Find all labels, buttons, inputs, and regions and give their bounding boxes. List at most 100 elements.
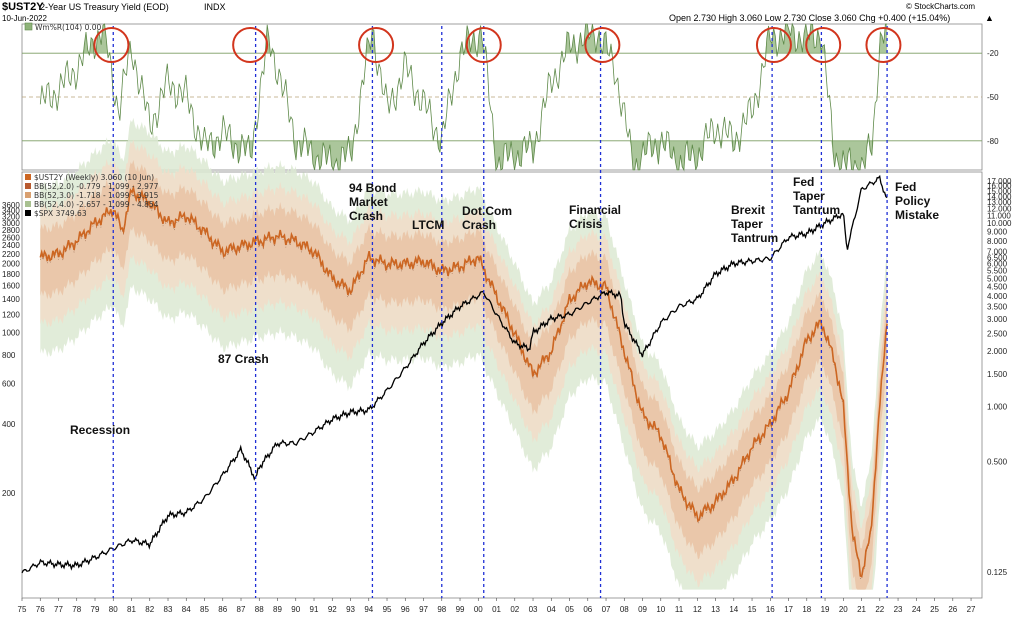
x-tick-label: 11 (675, 605, 684, 614)
x-tick-label: 87 (237, 605, 246, 614)
x-tick-label: 25 (930, 605, 939, 614)
highlight-circle (358, 27, 395, 63)
left-axis-tick: 2800 (2, 226, 20, 235)
wm-r-line (39, 22, 888, 172)
event-annotation: Fed (895, 180, 916, 194)
event-annotation: Tantrum (731, 231, 778, 245)
left-axis-tick: 2200 (2, 250, 20, 259)
right-axis-tick: 0.500 (987, 458, 1008, 467)
right-axis-tick: 17.000 (987, 177, 1012, 186)
legend-label: BB(52,4.0) -2.657 - 1.099 - 4.854 (34, 200, 159, 209)
right-axis-tick: 4.000 (987, 292, 1008, 301)
x-tick-label: 83 (164, 605, 173, 614)
highlight-circles (93, 27, 902, 63)
price-series (21, 174, 888, 578)
right-axis-tick: 9.000 (987, 227, 1008, 236)
right-axis-tick: 1.500 (987, 370, 1008, 379)
x-tick-label: 15 (748, 605, 757, 614)
event-annotation: LTCM (412, 218, 444, 232)
right-axis-tick: 3.500 (987, 303, 1008, 312)
ust2y-line (39, 184, 888, 578)
left-axis-tick: 1000 (2, 329, 20, 338)
x-tick-label: 88 (255, 605, 264, 614)
x-tick-label: 81 (127, 605, 136, 614)
left-axis-tick: 3200 (2, 213, 20, 222)
highlight-circle (232, 27, 269, 63)
indicator-y-ticks: -20 -50 -80 (987, 49, 999, 146)
left-axis-tick: 2400 (2, 241, 20, 250)
left-axis-tick: 800 (2, 351, 16, 360)
x-tick-label: 95 (383, 605, 392, 614)
left-axis-tick: 2600 (2, 233, 20, 242)
x-tick-label: 24 (912, 605, 921, 614)
x-tick-label: 90 (291, 605, 300, 614)
legend-label: BB(52,2.0) -0.779 - 1.099 - 2.977 (34, 182, 159, 191)
event-annotation: Fed (793, 175, 814, 189)
right-axis-tick: 2.000 (987, 347, 1008, 356)
event-annotation: Mistake (895, 208, 939, 222)
legend-swatch (25, 192, 31, 198)
x-tick-label: 80 (109, 605, 118, 614)
right-axis-tick: 13.000 (987, 198, 1012, 207)
event-annotation: Crash (349, 209, 383, 223)
x-tick-label: 93 (346, 605, 355, 614)
event-annotation: Financial (569, 203, 621, 217)
x-tick-label: 18 (802, 605, 811, 614)
exchange-label: INDX (204, 2, 226, 12)
x-tick-label: 10 (656, 605, 665, 614)
right-axis-tick: 7.000 (987, 247, 1008, 256)
x-tick-label: 77 (54, 605, 63, 614)
event-annotation: Taper (731, 217, 763, 231)
event-annotation: Crash (462, 218, 496, 232)
right-axis-tick: 11.000 (987, 211, 1011, 220)
x-tick-label: 04 (547, 605, 556, 614)
legend-swatch (25, 174, 31, 180)
highlight-circle (93, 27, 130, 63)
x-tick-label: 22 (875, 605, 884, 614)
right-axis-tick: 15.000 (987, 187, 1012, 196)
right-axis-tick: 16.000 (987, 182, 1012, 191)
event-annotation: Taper (793, 189, 825, 203)
highlight-circle (805, 27, 842, 63)
chart-date: 10-Jun-2022 (2, 14, 47, 23)
symbol-label: $UST2Y (2, 1, 44, 13)
x-tick-label: 16 (766, 605, 775, 614)
price-legend: $UST2Y (Weekly) 3.060 (10 Jun)BB(52,2.0)… (25, 173, 159, 218)
event-annotation: 94 Bond (349, 181, 396, 195)
x-tick-label: 85 (200, 605, 209, 614)
x-tick-label: 98 (437, 605, 446, 614)
band-middle (40, 189, 888, 580)
left-axis-tick: 1400 (2, 295, 20, 304)
right-axis-tick: 10.000 (987, 219, 1012, 228)
x-tick-label: 78 (72, 605, 81, 614)
left-axis-tick: 600 (2, 380, 16, 389)
x-tick-label: 19 (821, 605, 830, 614)
event-lines (112, 26, 888, 598)
legend-swatch (25, 210, 31, 216)
watermark: © StockCharts.com (906, 2, 975, 11)
right-axis-tick: 4.500 (987, 283, 1008, 292)
x-tick-label: 96 (401, 605, 410, 614)
x-tick-label: 89 (273, 605, 282, 614)
x-tick-label: 86 (218, 605, 227, 614)
right-axis-tick: 5.500 (987, 267, 1008, 276)
x-tick-label: 13 (711, 605, 720, 614)
x-tick-label: 76 (36, 605, 45, 614)
event-annotation: Recession (70, 423, 130, 437)
event-annotation: Dot.Com (462, 204, 512, 218)
indicator-series (39, 22, 888, 172)
indicator-legend-label: Wm%R(104) 0.00 (35, 23, 102, 32)
right-axis-tick: 2.500 (987, 329, 1008, 338)
x-tick-label: 84 (182, 605, 191, 614)
x-tick-label: 92 (328, 605, 337, 614)
left-axis-tick: 400 (2, 420, 16, 429)
legend-swatch (25, 201, 31, 207)
right-axis-tick: 6.000 (987, 260, 1008, 269)
x-tick-label: 91 (310, 605, 319, 614)
x-tick-label: 03 (529, 605, 538, 614)
x-tick-label: 82 (145, 605, 154, 614)
